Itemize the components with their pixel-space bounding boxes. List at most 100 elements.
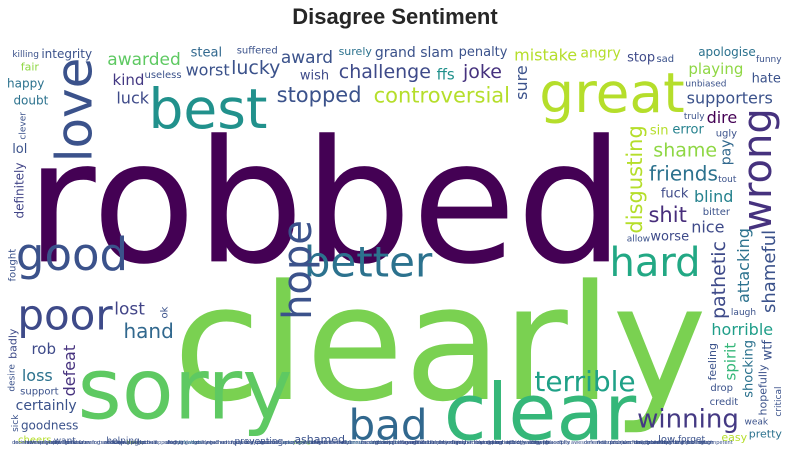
word-low: low bbox=[658, 435, 675, 446]
word-lowlights: lowlights bbox=[53, 440, 76, 446]
word-accept: accept bbox=[363, 440, 380, 446]
word-want: want bbox=[54, 436, 77, 446]
word-great: great bbox=[539, 61, 684, 125]
word-boring: boring bbox=[294, 440, 310, 446]
word-legal: legal bbox=[205, 440, 217, 446]
word-congratulation: congratulation bbox=[164, 440, 200, 446]
word-incentive: incentive bbox=[14, 440, 37, 446]
word-angry: angry bbox=[580, 45, 620, 61]
word-preventing: preventing bbox=[235, 437, 284, 447]
word-tough: tough bbox=[699, 440, 714, 446]
word-help: help bbox=[49, 440, 60, 446]
word-incompetent: incompetent bbox=[701, 440, 733, 446]
word-ensure: ensure bbox=[350, 440, 367, 446]
word-fresh: fresh bbox=[231, 440, 244, 446]
word-frustrating: frustrating bbox=[645, 440, 671, 446]
word-happy: happy bbox=[7, 76, 44, 90]
word-worrying: worrying bbox=[166, 440, 188, 446]
word-poor: poor bbox=[17, 291, 113, 340]
word-laugh: laugh bbox=[731, 308, 756, 318]
word-fought: fought bbox=[7, 249, 18, 282]
word-challenge: challenge bbox=[339, 61, 431, 83]
word-pressure: pressure bbox=[40, 440, 62, 446]
word-cheat: cheat bbox=[144, 440, 158, 446]
word-controversial: controversial bbox=[374, 84, 510, 108]
word-rob: rob bbox=[31, 340, 56, 358]
word-lol: lol bbox=[12, 142, 27, 157]
word-feeling: feeling bbox=[706, 343, 719, 380]
word-terrible: terrible bbox=[534, 365, 635, 398]
word-ignoring: ignoring bbox=[374, 440, 395, 446]
word-screwed: screwed bbox=[528, 440, 549, 446]
word-improving: improving bbox=[296, 440, 321, 446]
word-respect: respect bbox=[38, 440, 57, 446]
word-sadly: sadly bbox=[36, 440, 49, 446]
word-worst: worst bbox=[186, 60, 230, 79]
word-proud: proud bbox=[142, 440, 157, 446]
word-fraudulent: fraudulent bbox=[415, 440, 441, 446]
word-accepted: accepted bbox=[480, 440, 503, 446]
word-disappointed: disappointed bbox=[634, 440, 666, 446]
word-stop: stop bbox=[627, 51, 655, 66]
word-freely: freely bbox=[452, 440, 466, 446]
word-strange: strange bbox=[400, 440, 419, 446]
word-fucked: fucked bbox=[129, 440, 146, 446]
word-nice: nice bbox=[691, 218, 724, 237]
word-supporters: supporters bbox=[687, 89, 773, 108]
word-robber: robber bbox=[75, 440, 92, 446]
word-lucky: lucky bbox=[231, 57, 280, 79]
word-sorry: sorry bbox=[78, 340, 293, 439]
word-surprised: surprised bbox=[491, 440, 514, 446]
word-reaching: reaching bbox=[662, 440, 684, 446]
word-ashamed: ashamed bbox=[294, 433, 345, 446]
word-wth: wth bbox=[27, 440, 36, 446]
word-accepting: accepting bbox=[478, 440, 503, 446]
word-wrong: wrong bbox=[735, 108, 781, 232]
word-badly: badly bbox=[6, 328, 19, 359]
word-bad: bad bbox=[348, 401, 427, 450]
word-tout: tout bbox=[718, 175, 737, 185]
word-ridiculous: ridiculous bbox=[597, 440, 622, 446]
word-sure: sure bbox=[512, 65, 531, 100]
word-easy: easy bbox=[721, 431, 747, 444]
word-bullshit: bullshit bbox=[688, 440, 706, 446]
word-hiding: hiding bbox=[168, 440, 183, 446]
word-killing: killing bbox=[12, 50, 39, 60]
word-fair: fair bbox=[21, 61, 40, 74]
word-honest: honest bbox=[346, 440, 363, 446]
word-scandalous: scandalous bbox=[474, 440, 502, 446]
word-exhausted: exhausted bbox=[192, 440, 218, 446]
word-allow: allow bbox=[627, 235, 650, 245]
word-sin: sin bbox=[650, 123, 669, 138]
word-good: good bbox=[16, 228, 128, 281]
word-fuming: fuming bbox=[632, 440, 650, 446]
word-sad: sad bbox=[656, 54, 674, 65]
word-grand-slam: grand slam bbox=[375, 45, 454, 61]
word-stealing: stealing bbox=[684, 440, 704, 446]
word-steal: steal bbox=[191, 45, 222, 60]
word-damage: damage bbox=[441, 440, 461, 446]
word-wow: wow bbox=[658, 440, 669, 446]
word-decisive: decisive bbox=[12, 440, 32, 446]
word-unbelievable: unbelievable bbox=[370, 440, 402, 446]
word-funny: funny bbox=[756, 55, 782, 65]
word-lowest: lowest bbox=[25, 440, 41, 446]
word-blamed: blamed bbox=[532, 440, 551, 446]
word-apology: apology bbox=[506, 440, 526, 446]
word-integrity: integrity bbox=[41, 47, 92, 61]
word-scared: scared bbox=[424, 440, 441, 446]
word-better: better bbox=[304, 238, 433, 287]
word-pathetic: pathetic bbox=[708, 241, 730, 319]
word-loss: loss bbox=[22, 366, 53, 385]
word-bitter: bitter bbox=[703, 207, 731, 218]
word-welcome: welcome bbox=[246, 440, 268, 446]
word-crying: crying bbox=[114, 440, 130, 446]
word-worried: worried bbox=[623, 440, 642, 446]
word-stupid: stupid bbox=[311, 440, 326, 446]
word-weak: weak bbox=[745, 418, 769, 428]
word-hate: hate bbox=[752, 72, 781, 87]
word-ruined: ruined bbox=[450, 440, 466, 446]
word-growing: growing bbox=[233, 440, 253, 446]
word-suffered: suffered bbox=[237, 46, 278, 57]
word-shame: shame bbox=[653, 139, 717, 161]
